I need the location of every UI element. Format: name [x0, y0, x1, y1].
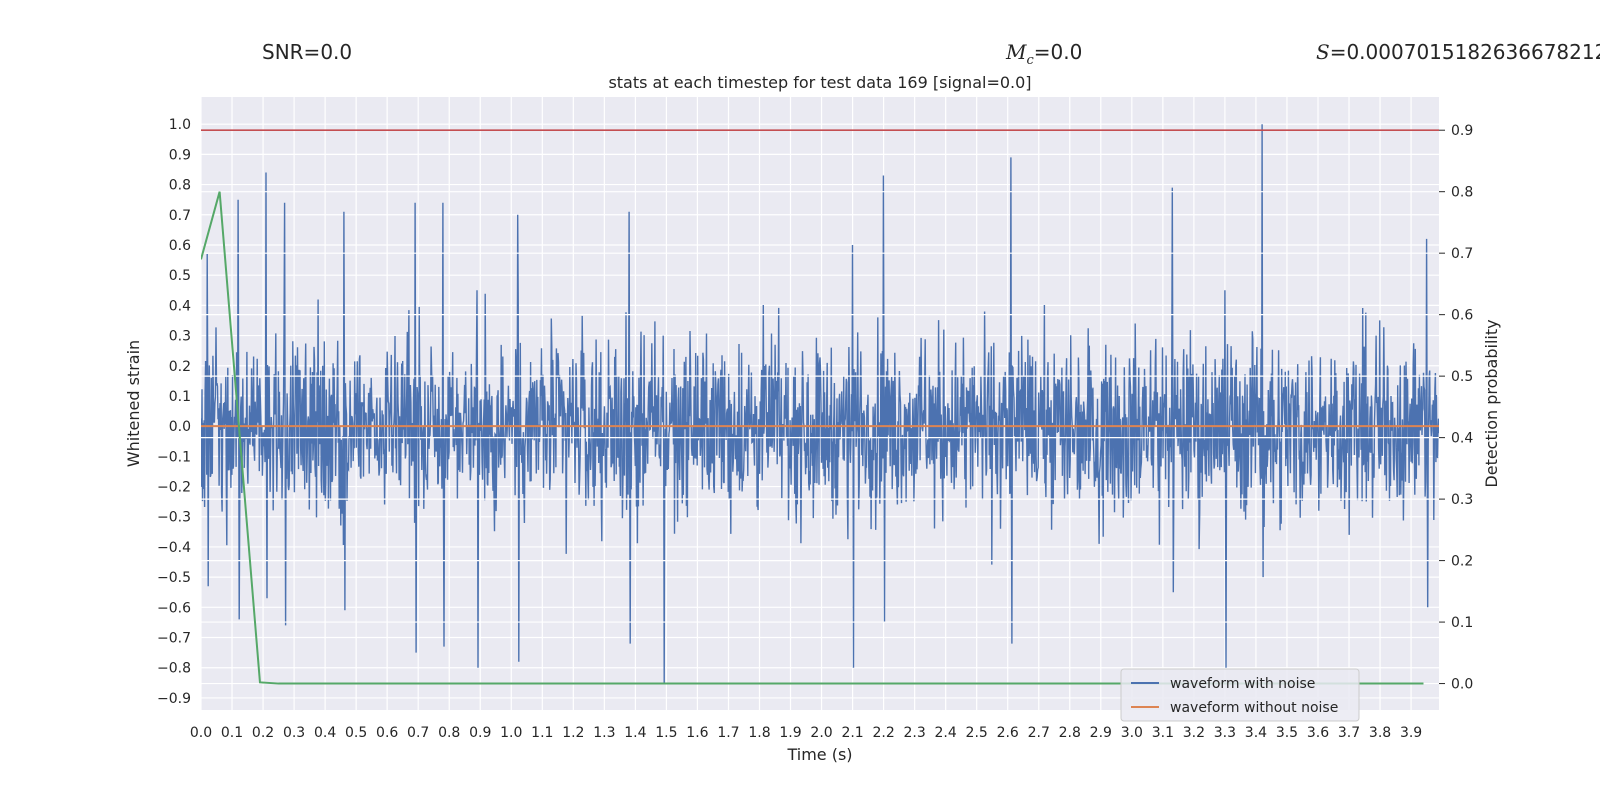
x-tick-label: 0.8 [438, 725, 460, 741]
snr-value: 0.0 [320, 40, 353, 64]
y-tick-label: 0.4 [169, 298, 191, 314]
x-tick-label: 2.6 [997, 725, 1019, 741]
x-tick-label: 2.1 [841, 725, 863, 741]
y2-tick-label: 0.2 [1451, 554, 1473, 570]
x-tick-label: 0.5 [345, 725, 367, 741]
y-tick-label: −0.9 [157, 691, 191, 707]
y-tick-label: 0.7 [169, 208, 191, 224]
x-tick-label: 1.3 [593, 725, 615, 741]
s-value: =0.0007015182636678212 [1329, 40, 1600, 64]
legend-label: waveform without noise [1170, 700, 1338, 716]
x-tick-label: 3.9 [1400, 725, 1422, 741]
y-tick-label: −0.2 [157, 480, 191, 496]
x-tick-label: 2.7 [1028, 725, 1050, 741]
x-tick-label: 0.4 [314, 725, 336, 741]
x-tick-label: 1.7 [717, 725, 739, 741]
mc-symbol: M [1006, 40, 1027, 64]
x-tick-label: 2.2 [872, 725, 894, 741]
snr-header: SNR=0.0 [262, 40, 352, 64]
x-tick-label: 2.3 [904, 725, 926, 741]
x-tick-label: 3.2 [1183, 725, 1205, 741]
y-tick-label: −0.7 [157, 631, 191, 647]
x-tick-label: 3.4 [1245, 725, 1267, 741]
series-layer [201, 124, 1439, 685]
y-tick-label: 0.9 [169, 147, 191, 163]
y-tick-label: 0.1 [169, 389, 191, 405]
y2-tick-label: 0.3 [1451, 492, 1473, 508]
y-tick-label: −0.4 [157, 540, 191, 556]
x-tick-label: 1.0 [500, 725, 522, 741]
x-tick-label: 3.3 [1214, 725, 1236, 741]
series-waveform-with-noise [201, 124, 1439, 683]
x-tick-label: 0.0 [190, 725, 212, 741]
x-tick-label: 0.7 [407, 725, 429, 741]
y-tick-label: 0.6 [169, 238, 191, 254]
axes: 0.0 0.1 0.2 0.3 0.4 0.5 0.6 0.7 0.8 0.9 1.0 1.1 1.2 1… [157, 117, 1473, 741]
snr-label: SNR= [262, 40, 321, 64]
y2-tick-label: 0.6 [1451, 308, 1473, 324]
y-tick-label: 1.0 [169, 117, 191, 133]
x-tick-label: 2.5 [966, 725, 988, 741]
x-tick-label: 1.4 [624, 725, 646, 741]
x-tick-label: 1.8 [748, 725, 770, 741]
x-tick-label: 1.2 [562, 725, 584, 741]
x-tick-label: 3.7 [1338, 725, 1360, 741]
mc-value: =0.0 [1033, 40, 1083, 64]
y2-tick-label: 0.0 [1451, 677, 1473, 693]
x-tick-label: 0.2 [252, 725, 274, 741]
x-tick-label: 0.3 [283, 725, 305, 741]
x-axis-label: Time (s) [786, 745, 852, 764]
x-tick-label: 3.6 [1307, 725, 1329, 741]
legend-box [1120, 668, 1360, 722]
x-tick-label: 1.5 [655, 725, 677, 741]
x-tick-label: 3.1 [1152, 725, 1174, 741]
x-tick-label: 0.1 [221, 725, 243, 741]
x-tick-label: 3.8 [1369, 725, 1391, 741]
y2-axis-label: Detection probability [1482, 319, 1501, 487]
y-tick-label: 0.2 [169, 359, 191, 375]
y2-tick-label: 0.7 [1451, 246, 1473, 262]
grid-lines [200, 97, 1439, 710]
y-tick-label: −0.8 [157, 661, 191, 677]
y-tick-label: −0.5 [157, 570, 191, 586]
y-tick-label: −0.3 [157, 510, 191, 526]
x-tick-label: 0.9 [469, 725, 491, 741]
y-tick-label: 0.3 [169, 329, 191, 345]
y-tick-label: −0.6 [157, 600, 191, 616]
score-header: S=0.0007015182636678212 [1316, 40, 1600, 64]
y2-tick-label: 0.5 [1451, 369, 1473, 385]
y2-tick-label: 0.9 [1451, 123, 1473, 139]
y2-tick-label: 0.8 [1451, 185, 1473, 201]
y-tick-label: 0.0 [169, 419, 191, 435]
chart-title: stats at each timestep for test data 169… [608, 73, 1031, 92]
legend-label: waveform with noise [1170, 676, 1315, 692]
x-tick-label: 2.4 [935, 725, 957, 741]
series-detection-probability [201, 191, 1424, 685]
y-tick-label: 0.8 [169, 178, 191, 194]
y2-tick-label: 0.1 [1451, 615, 1473, 631]
y2-tick-label: 0.4 [1451, 431, 1473, 447]
chirp-mass-header: Mc=0.0 [1006, 40, 1082, 68]
x-tick-label: 3.0 [1121, 725, 1143, 741]
x-tick-label: 1.1 [531, 725, 553, 741]
x-tick-label: 0.6 [376, 725, 398, 741]
x-tick-label: 2.0 [810, 725, 832, 741]
y-axis-label: Whitened strain [124, 340, 143, 467]
x-tick-label: 3.5 [1276, 725, 1298, 741]
legend: waveform with noise waveform without nois… [1120, 668, 1360, 722]
x-tick-label: 1.9 [779, 725, 801, 741]
x-tick-label: 1.6 [686, 725, 708, 741]
x-tick-label: 2.8 [1059, 725, 1081, 741]
x-tick-label: 2.9 [1090, 725, 1112, 741]
y-tick-label: 0.5 [169, 268, 191, 284]
y-tick-label: −0.1 [157, 449, 191, 465]
s-symbol: S [1316, 40, 1330, 64]
mc-subscript: c [1026, 53, 1034, 68]
